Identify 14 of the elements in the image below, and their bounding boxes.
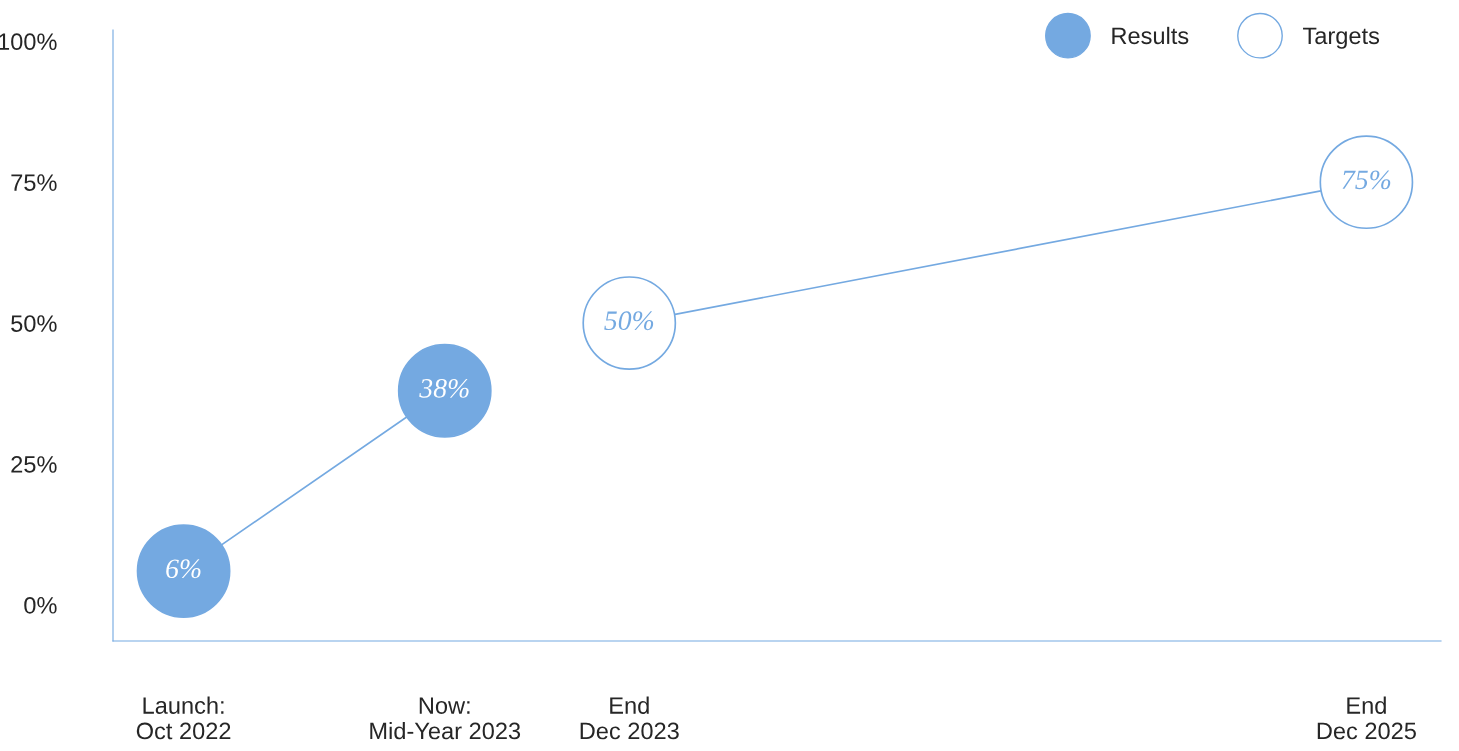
legend-label: Targets — [1303, 27, 1380, 49]
x-tick-label: End Dec 2023 — [580, 696, 679, 740]
data-label: 50% — [604, 311, 654, 331]
y-tick-label: 0% — [24, 596, 57, 614]
data-label: 38% — [419, 378, 469, 398]
legend-label: Results — [1112, 26, 1189, 45]
x-tick-label: Launch: Oct 2022 — [136, 696, 231, 740]
y-tick-label: 75% — [11, 174, 57, 191]
x-tick-label: End Dec 2025 — [1317, 696, 1416, 740]
y-tick-label: 50% — [11, 315, 57, 332]
data-label: 6% — [166, 559, 201, 579]
x-tick-label: Now: Mid-Year 2023 — [370, 697, 521, 740]
data-label: 75% — [1342, 170, 1391, 190]
y-tick-label: 25% — [11, 456, 57, 473]
